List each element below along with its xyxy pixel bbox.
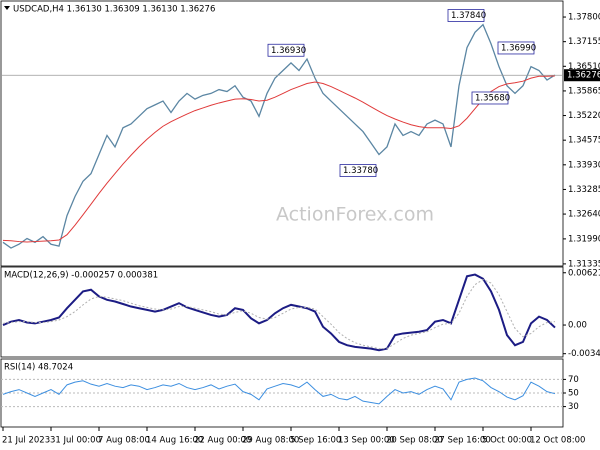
y-tick-label: 0.006216 [568,268,600,278]
x-tick-label: 5 Sep 16:00 [290,436,341,446]
series-line [2,377,556,405]
y-tick-label: 1.34575 [568,136,600,146]
y-tick-label: 1.32640 [568,210,600,220]
y-tick-label: 0.00 [568,321,587,331]
x-tick-label: 21 Jul 2023 [2,436,50,446]
x-tick-label: 12 Oct 08:00 [530,436,585,446]
y-tick-label: 1.36510 [568,62,600,72]
annotation-label: 1.36990 [501,43,536,53]
y-tick-label: 1.31990 [568,234,600,244]
annotation-box [471,91,509,105]
y-tick-label: 50 [568,389,579,399]
series-line [2,273,556,352]
y-tick-label: 1.33285 [568,185,600,195]
annotation-label: 1.37840 [451,11,486,21]
menu-triangle [4,6,10,10]
y-tick-label: 1.37800 [568,13,600,23]
x-tick-label: 31 Jul 00:00 [50,436,101,446]
x-tick-label: 14 Aug 16:00 [146,436,203,446]
panel-title: USDCAD,H4 1.36130 1.36309 1.36130 1.3627… [13,5,215,15]
panel-title: RSI(14) 48.7024 [4,363,73,373]
y-tick-label: 70 [568,375,579,385]
x-tick-label: 27 Sep 16:00 [434,436,491,446]
y-tick-label: 30 [568,402,579,412]
y-tick-label: 1.35865 [568,86,600,96]
series-line [2,23,556,249]
series-line [2,279,556,350]
x-tick-label: 13 Sep 00:00 [338,436,395,446]
annotation-box [497,41,535,55]
watermark: ActionForex.com [276,204,434,226]
x-tick-label: 5 Oct 00:00 [482,436,532,446]
annotation-box [339,164,377,177]
annotation-label: 1.36930 [271,46,306,56]
annotation-label: 1.33780 [343,166,378,176]
y-tick-label: -0.003407 [568,349,600,359]
y-tick-label: 1.33930 [568,160,600,170]
y-tick-label: 1.37155 [568,37,600,47]
x-tick-label: 22 Aug 00:00 [194,436,251,446]
series-line [2,75,556,243]
panel-frame [0,266,564,358]
x-tick-label: 29 Aug 08:00 [242,436,299,446]
annotation-box [267,43,305,57]
last-price-box [564,69,600,82]
y-tick-label: 1.31335 [568,259,600,269]
panel-title: MACD(12,26,9) -0.000257 0.000381 [4,271,158,281]
y-tick-label: 1.35220 [568,111,600,121]
annotation-label: 1.35680 [475,93,510,103]
last-price-label: 1.36276 [567,71,600,81]
x-tick-label: 7 Aug 08:00 [98,436,150,446]
panel-frame [0,0,564,267]
x-tick-label: 20 Sep 08:00 [386,436,443,446]
annotation-box [447,9,485,22]
